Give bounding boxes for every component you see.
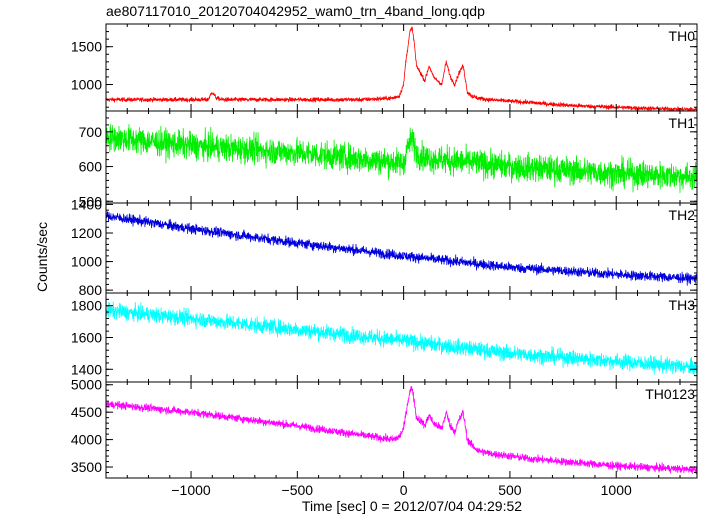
panel-th3: 1400 1600 1800 TH3 xyxy=(71,292,698,383)
panel-label: TH1 xyxy=(669,115,696,131)
y-tick-label: 1500 xyxy=(71,39,102,55)
x-axis: −1000 −500 0 500 1000 xyxy=(171,482,632,498)
panel-th2: 800 1000 1200 1400 TH2 xyxy=(71,196,698,298)
panel-label: TH0 xyxy=(669,28,696,44)
x-tick-label: 0 xyxy=(400,482,408,498)
series-th2 xyxy=(106,211,697,286)
y-axis-label: Counts/sec xyxy=(34,222,50,292)
panel-th1: 500 600 700 TH1 xyxy=(79,110,698,209)
y-tick-label: 1200 xyxy=(71,225,102,241)
panel-th0123: 3500 4000 4500 5000 TH0123 xyxy=(71,377,698,479)
x-tick-label: 500 xyxy=(498,482,522,498)
panel-frame xyxy=(105,23,698,112)
series-th3 xyxy=(106,301,697,376)
y-tick-label: 4500 xyxy=(71,404,102,420)
y-tick-label: 700 xyxy=(79,124,103,140)
y-tick-label: 1000 xyxy=(71,77,102,93)
series-th0123 xyxy=(106,386,697,475)
x-tick-label: −500 xyxy=(282,482,314,498)
y-tick-label: 1600 xyxy=(71,330,102,346)
y-tick-label: 1000 xyxy=(71,254,102,270)
y-tick-label: 1400 xyxy=(71,361,102,377)
y-tick-label: 1800 xyxy=(71,298,102,314)
y-tick-label: 500 xyxy=(79,193,103,209)
panel-frame xyxy=(105,202,698,294)
x-axis-label: Time [sec] 0 = 2012/07/04 04:29:52 xyxy=(302,498,522,514)
panel-frame xyxy=(105,292,698,383)
chart-title: ae807117010_20120704042952_wam0_trn_4ban… xyxy=(106,3,485,19)
panel-label: TH3 xyxy=(669,297,696,313)
series-th1 xyxy=(106,124,697,193)
panel-frame xyxy=(105,381,698,479)
panels: 1000 1500 TH0 500 600 700 TH1 800 1000 1200 1400 TH… xyxy=(71,23,698,479)
series-th0 xyxy=(106,26,697,111)
y-tick-label: 3500 xyxy=(71,459,102,475)
y-tick-label: 4000 xyxy=(71,432,102,448)
x-tick-label: −1000 xyxy=(171,482,211,498)
panel-label: TH2 xyxy=(669,207,696,223)
y-tick-label: 1400 xyxy=(71,196,102,212)
y-tick-label: 800 xyxy=(79,282,103,298)
panel-label: TH0123 xyxy=(645,386,695,402)
y-tick-label: 600 xyxy=(79,159,103,175)
x-tick-label: 1000 xyxy=(601,482,632,498)
panel-th0: 1000 1500 TH0 xyxy=(71,23,698,112)
y-tick-label: 5000 xyxy=(71,377,102,393)
